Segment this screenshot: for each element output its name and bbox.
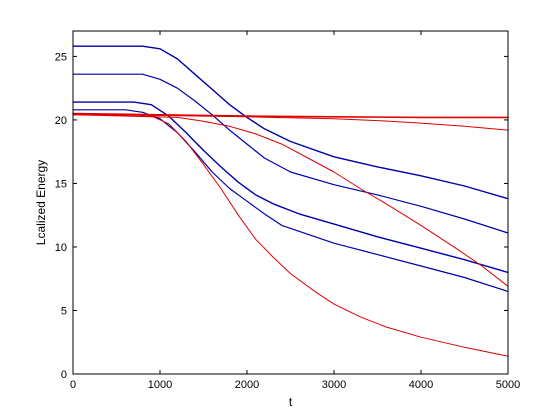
series-line-3 bbox=[72, 101, 509, 274]
series-line-7 bbox=[72, 112, 509, 119]
y-tick-label: 10 bbox=[55, 242, 67, 254]
x-tick-label: 5000 bbox=[496, 379, 520, 391]
series-line-8 bbox=[72, 114, 509, 131]
y-tick-label: 0 bbox=[61, 369, 67, 381]
y-tick-label: 20 bbox=[55, 115, 67, 127]
series-layer bbox=[72, 45, 509, 357]
plot-frame bbox=[72, 30, 509, 375]
y-tick-label: 25 bbox=[55, 51, 67, 63]
series-line-6 bbox=[72, 114, 509, 287]
x-tick-label: 1000 bbox=[148, 379, 172, 391]
series-line-5 bbox=[72, 114, 509, 357]
y-tick-label: 5 bbox=[61, 305, 67, 317]
x-axis-title: t bbox=[289, 395, 293, 409]
x-tick-label: 0 bbox=[70, 379, 76, 391]
y-tick-label: 15 bbox=[55, 178, 67, 190]
series-line-1 bbox=[72, 45, 509, 200]
series-line-2 bbox=[72, 73, 509, 234]
y-axis: 0 5 10 15 20 25 bbox=[55, 51, 508, 381]
x-tick-label: 3000 bbox=[322, 379, 346, 391]
x-tick-label: 4000 bbox=[409, 379, 433, 391]
y-axis-title: Lcalized Energy bbox=[34, 160, 48, 245]
x-axis: 0 1000 2000 3000 4000 5000 bbox=[70, 31, 520, 391]
x-tick-label: 2000 bbox=[235, 379, 259, 391]
plot-background bbox=[73, 31, 508, 374]
